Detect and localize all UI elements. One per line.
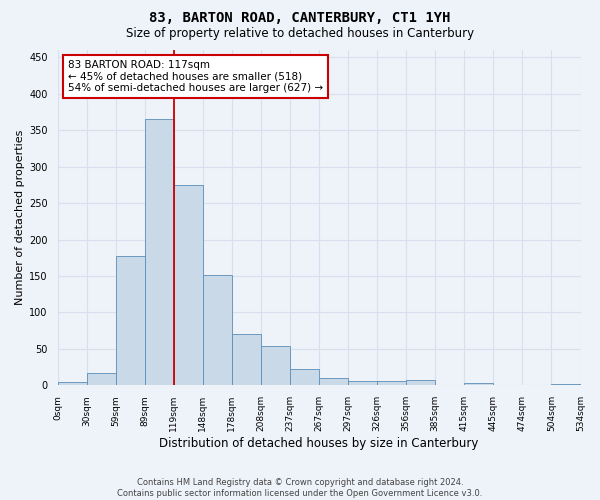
Bar <box>86 373 116 386</box>
Text: Size of property relative to detached houses in Canterbury: Size of property relative to detached ho… <box>126 28 474 40</box>
Bar <box>551 384 581 386</box>
X-axis label: Distribution of detached houses by size in Canterbury: Distribution of detached houses by size … <box>160 437 479 450</box>
Bar <box>261 346 290 386</box>
Bar <box>290 368 319 386</box>
Bar <box>203 276 232 386</box>
Bar <box>464 383 493 386</box>
Bar <box>319 378 348 386</box>
Bar <box>377 381 406 386</box>
Text: Contains HM Land Registry data © Crown copyright and database right 2024.
Contai: Contains HM Land Registry data © Crown c… <box>118 478 482 498</box>
Text: 83 BARTON ROAD: 117sqm
← 45% of detached houses are smaller (518)
54% of semi-de: 83 BARTON ROAD: 117sqm ← 45% of detached… <box>68 60 323 94</box>
Y-axis label: Number of detached properties: Number of detached properties <box>15 130 25 306</box>
Bar <box>348 381 377 386</box>
Bar <box>406 380 435 386</box>
Bar <box>232 334 261 386</box>
Bar <box>58 382 86 386</box>
Text: 83, BARTON ROAD, CANTERBURY, CT1 1YH: 83, BARTON ROAD, CANTERBURY, CT1 1YH <box>149 11 451 25</box>
Bar <box>116 256 145 386</box>
Bar <box>145 120 174 386</box>
Bar <box>174 185 203 386</box>
